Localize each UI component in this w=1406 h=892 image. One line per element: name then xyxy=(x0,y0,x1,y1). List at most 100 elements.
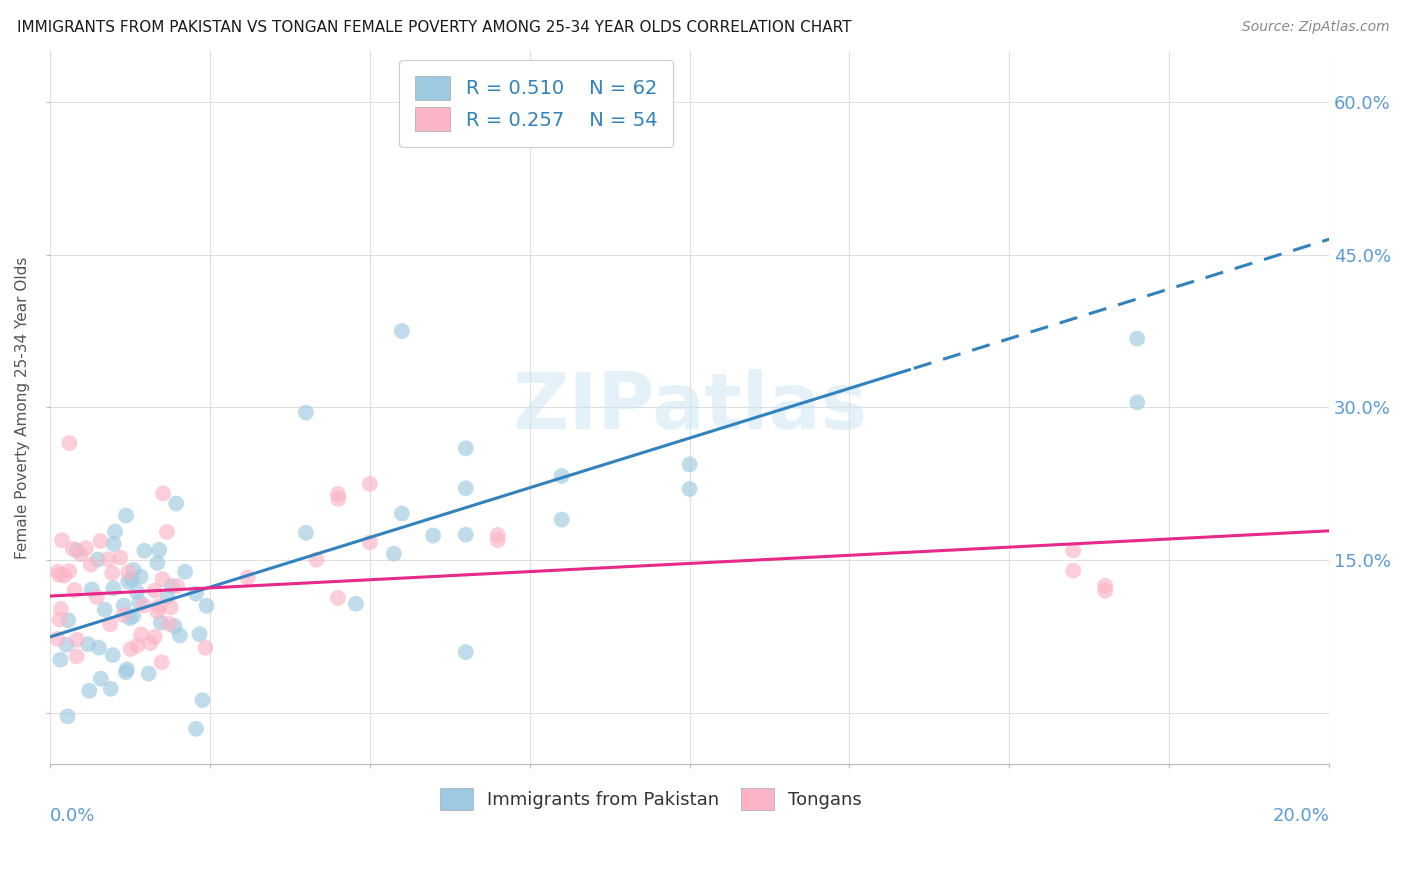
Point xyxy=(80,558,103,572)
Point xyxy=(152,486,174,500)
Point xyxy=(236,570,259,584)
Legend: Immigrants from Pakistan, Tongans: Immigrants from Pakistan, Tongans xyxy=(432,780,870,820)
Point xyxy=(132,599,155,613)
Point xyxy=(127,639,149,653)
Point xyxy=(305,552,328,566)
Point xyxy=(326,591,349,606)
Point xyxy=(174,565,197,579)
Point xyxy=(486,533,509,548)
Point xyxy=(391,507,413,521)
Point xyxy=(110,550,132,565)
Point xyxy=(1062,543,1084,558)
Point xyxy=(454,442,477,456)
Point xyxy=(77,637,100,651)
Point xyxy=(117,565,139,579)
Point xyxy=(86,590,108,604)
Point xyxy=(166,579,188,593)
Point xyxy=(184,722,207,736)
Point xyxy=(112,607,135,622)
Point xyxy=(194,640,217,655)
Point xyxy=(129,627,152,641)
Point xyxy=(87,640,110,655)
Point xyxy=(58,564,80,578)
Point xyxy=(184,587,207,601)
Point xyxy=(138,666,160,681)
Point xyxy=(326,487,349,501)
Point xyxy=(295,406,318,420)
Point xyxy=(382,547,405,561)
Point xyxy=(115,665,138,680)
Point xyxy=(58,436,80,450)
Point xyxy=(169,628,191,642)
Point xyxy=(125,585,148,599)
Point xyxy=(165,497,187,511)
Point xyxy=(156,590,179,604)
Point xyxy=(486,528,509,542)
Point xyxy=(454,481,477,495)
Point xyxy=(101,648,124,662)
Point xyxy=(146,604,169,618)
Point xyxy=(75,541,97,556)
Point xyxy=(62,541,84,556)
Text: ZIPatlas: ZIPatlas xyxy=(512,369,868,445)
Y-axis label: Female Poverty Among 25-34 Year Olds: Female Poverty Among 25-34 Year Olds xyxy=(15,256,30,558)
Point xyxy=(56,709,79,723)
Point xyxy=(101,566,124,581)
Point xyxy=(143,630,166,644)
Point xyxy=(149,615,172,630)
Point xyxy=(139,636,162,650)
Point xyxy=(48,612,70,626)
Point xyxy=(454,527,477,541)
Point xyxy=(454,645,477,659)
Point xyxy=(129,570,152,584)
Point xyxy=(1094,579,1116,593)
Point xyxy=(359,535,381,549)
Point xyxy=(678,482,700,496)
Point xyxy=(46,632,69,646)
Point xyxy=(80,582,103,597)
Text: 0.0%: 0.0% xyxy=(51,807,96,825)
Point xyxy=(1126,332,1149,346)
Point xyxy=(191,693,214,707)
Point xyxy=(93,602,115,616)
Point xyxy=(121,572,143,586)
Text: Source: ZipAtlas.com: Source: ZipAtlas.com xyxy=(1241,20,1389,34)
Point xyxy=(134,544,156,558)
Point xyxy=(160,579,183,593)
Point xyxy=(100,681,122,696)
Point xyxy=(65,649,87,664)
Point xyxy=(295,525,318,540)
Point xyxy=(550,513,572,527)
Point xyxy=(87,552,110,566)
Point xyxy=(117,574,139,589)
Point xyxy=(678,458,700,472)
Point xyxy=(120,642,142,657)
Point xyxy=(156,524,179,539)
Text: IMMIGRANTS FROM PAKISTAN VS TONGAN FEMALE POVERTY AMONG 25-34 YEAR OLDS CORRELAT: IMMIGRANTS FROM PAKISTAN VS TONGAN FEMAL… xyxy=(17,20,852,35)
Point xyxy=(63,582,86,597)
Point xyxy=(122,563,145,577)
Point xyxy=(103,582,125,596)
Point xyxy=(55,638,77,652)
Point xyxy=(115,662,138,676)
Point xyxy=(188,627,211,641)
Point xyxy=(104,524,127,539)
Point xyxy=(344,597,367,611)
Point xyxy=(46,565,69,579)
Point xyxy=(66,543,89,558)
Point xyxy=(157,616,180,631)
Point xyxy=(195,599,218,613)
Point xyxy=(163,619,186,633)
Point xyxy=(328,491,350,506)
Point xyxy=(51,533,73,548)
Point xyxy=(89,534,111,549)
Point xyxy=(77,683,100,698)
Point xyxy=(90,672,112,686)
Point xyxy=(359,477,381,491)
Point xyxy=(422,528,444,542)
Point xyxy=(49,602,72,616)
Point xyxy=(98,617,121,632)
Point xyxy=(550,469,572,483)
Point xyxy=(53,568,76,582)
Point xyxy=(1094,583,1116,598)
